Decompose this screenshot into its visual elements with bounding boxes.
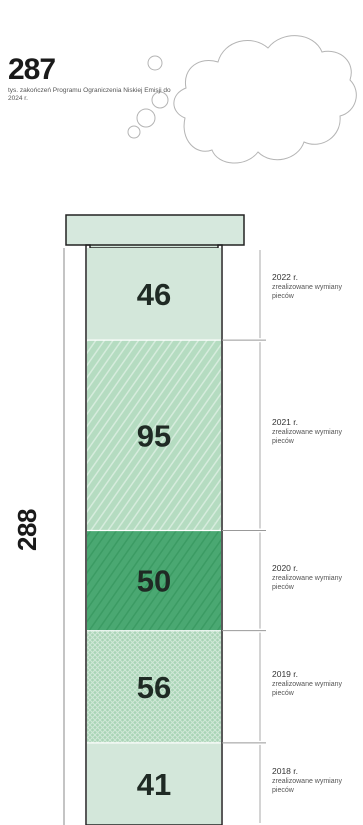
chimney-body bbox=[85, 244, 223, 825]
segment-year: 2022 r. bbox=[272, 272, 298, 282]
segment-value-label: 95 bbox=[137, 418, 171, 453]
segment-note: 2020 r. zrealizowane wymiany pieców bbox=[272, 563, 360, 592]
segment-year: 2021 r. bbox=[272, 417, 298, 428]
segment-caption: zrealizowane wymiany pieców bbox=[272, 574, 343, 591]
smoke-cloud-icon bbox=[127, 35, 357, 164]
segment-value-label: 46 bbox=[137, 277, 171, 312]
chimney-segment-2022 bbox=[87, 248, 221, 341]
chimney-segment-hatch bbox=[87, 530, 221, 631]
chart-total-label: 288 bbox=[12, 509, 42, 551]
segment-year: 2018 r. bbox=[272, 765, 298, 776]
segment-value-label: 41 bbox=[137, 767, 171, 802]
segment-caption: zrealizowane wymiany pieców bbox=[272, 777, 343, 795]
segment-year: 2019 r. bbox=[272, 668, 298, 679]
chimney-cap bbox=[65, 214, 245, 249]
segment-value-label: 50 bbox=[137, 564, 171, 599]
segment-note: 2018 r. zrealizowane wymiany pieców bbox=[272, 766, 360, 795]
segment-note: 2021 r. zrealizowane wymiany pieców bbox=[272, 417, 360, 446]
chimney-segment-2018 bbox=[87, 742, 221, 825]
segment-note: 2022 r. zrealizowane wymiany pieców bbox=[272, 272, 360, 301]
total-caption: tys. zakończeń Programu Ograniczenia Nis… bbox=[8, 87, 171, 103]
total-value: 287 bbox=[8, 53, 56, 86]
segment-year: 2020 r. bbox=[272, 562, 298, 573]
segment-value-label: 56 bbox=[137, 670, 171, 705]
segment-caption: zrealizowane wymiany pieców bbox=[272, 680, 343, 697]
segment-note: 2019 r. zrealizowane wymiany pieców bbox=[272, 669, 360, 698]
chimney-segment-hatch bbox=[87, 340, 221, 531]
segment-caption: zrealizowane wymiany pieców bbox=[272, 429, 343, 446]
segment-caption: zrealizowane wymiany pieców bbox=[272, 284, 343, 301]
chimney-segment-hatch bbox=[87, 630, 221, 743]
